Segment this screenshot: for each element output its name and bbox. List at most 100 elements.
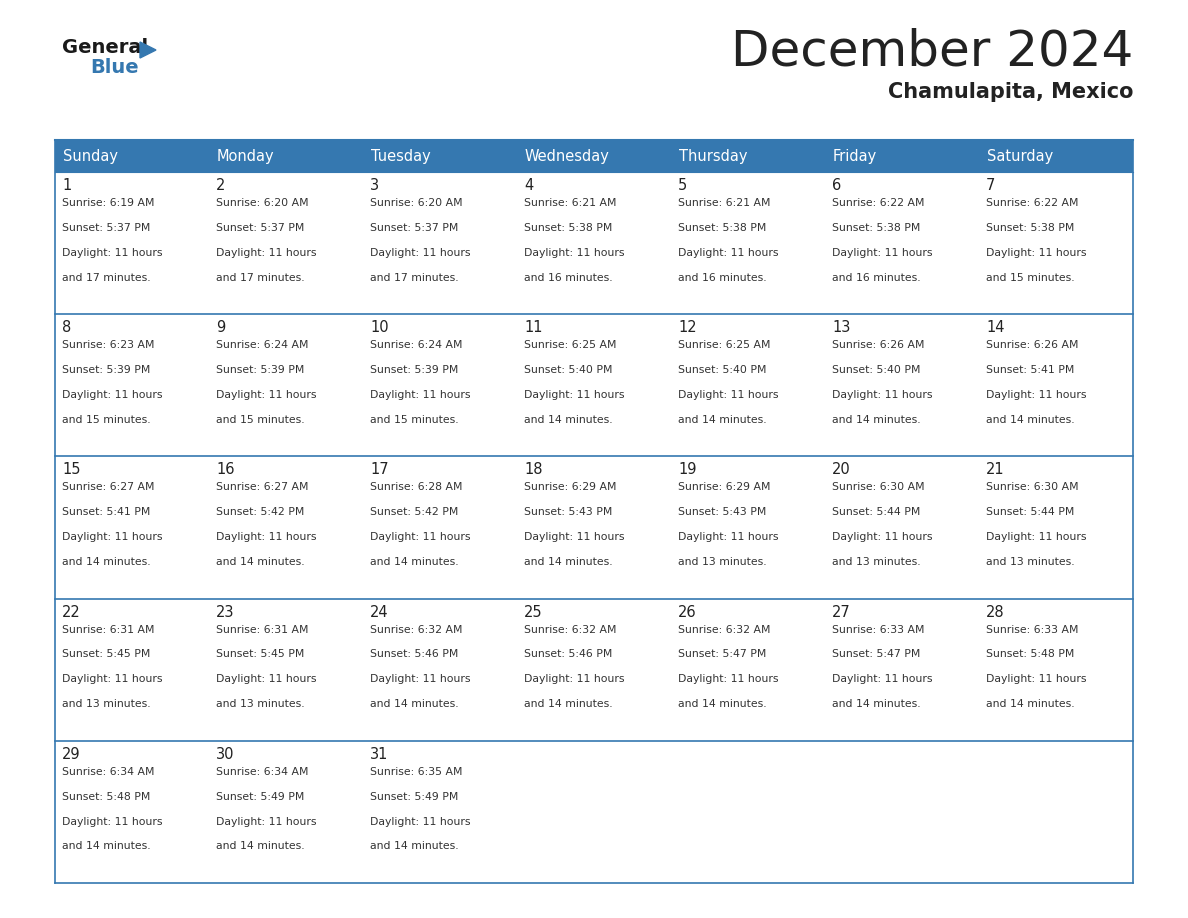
Bar (979, 172, 1133, 314)
Text: and 13 minutes.: and 13 minutes. (986, 557, 1075, 567)
Text: Sunset: 5:48 PM: Sunset: 5:48 PM (986, 649, 1074, 659)
Text: 4: 4 (524, 178, 533, 193)
Text: Daylight: 11 hours: Daylight: 11 hours (832, 390, 933, 400)
Text: and 14 minutes.: and 14 minutes. (678, 700, 766, 710)
Text: and 14 minutes.: and 14 minutes. (524, 557, 613, 567)
Text: Sunrise: 6:22 AM: Sunrise: 6:22 AM (832, 198, 924, 208)
Text: December 2024: December 2024 (731, 28, 1133, 76)
Text: 8: 8 (62, 320, 71, 335)
Bar (364, 172, 517, 314)
Bar (824, 599, 979, 741)
Text: and 17 minutes.: and 17 minutes. (369, 273, 459, 283)
Text: and 17 minutes.: and 17 minutes. (216, 273, 304, 283)
Text: Daylight: 11 hours: Daylight: 11 hours (62, 390, 163, 400)
Bar (979, 314, 1133, 456)
Text: Daylight: 11 hours: Daylight: 11 hours (524, 532, 625, 543)
Text: Sunset: 5:43 PM: Sunset: 5:43 PM (678, 508, 766, 517)
Text: Sunrise: 6:33 AM: Sunrise: 6:33 AM (986, 624, 1079, 634)
Text: Sunrise: 6:32 AM: Sunrise: 6:32 AM (524, 624, 617, 634)
Bar (209, 599, 364, 741)
Bar (364, 599, 517, 741)
Text: and 15 minutes.: and 15 minutes. (369, 415, 459, 425)
Text: Sunrise: 6:24 AM: Sunrise: 6:24 AM (216, 341, 309, 350)
Bar (55, 456, 209, 599)
Text: Sunrise: 6:34 AM: Sunrise: 6:34 AM (62, 767, 154, 777)
Text: and 14 minutes.: and 14 minutes. (524, 700, 613, 710)
Text: 18: 18 (524, 463, 543, 477)
Text: Sunrise: 6:21 AM: Sunrise: 6:21 AM (678, 198, 771, 208)
Text: Sunset: 5:49 PM: Sunset: 5:49 PM (369, 791, 459, 801)
Text: and 16 minutes.: and 16 minutes. (832, 273, 921, 283)
Text: 28: 28 (986, 605, 1005, 620)
Text: 11: 11 (524, 320, 543, 335)
Text: 5: 5 (678, 178, 687, 193)
Bar (979, 599, 1133, 741)
Text: Sunrise: 6:31 AM: Sunrise: 6:31 AM (216, 624, 309, 634)
Text: Sunset: 5:45 PM: Sunset: 5:45 PM (62, 649, 151, 659)
Text: Daylight: 11 hours: Daylight: 11 hours (216, 817, 316, 826)
Text: 15: 15 (62, 463, 81, 477)
Text: 24: 24 (369, 605, 388, 620)
Text: Daylight: 11 hours: Daylight: 11 hours (678, 248, 778, 258)
Text: Daylight: 11 hours: Daylight: 11 hours (216, 532, 316, 543)
Text: Sunrise: 6:34 AM: Sunrise: 6:34 AM (216, 767, 309, 777)
Text: Sunrise: 6:33 AM: Sunrise: 6:33 AM (832, 624, 924, 634)
Bar (671, 741, 824, 883)
Text: Sunrise: 6:31 AM: Sunrise: 6:31 AM (62, 624, 154, 634)
Bar (364, 741, 517, 883)
Text: Sunset: 5:47 PM: Sunset: 5:47 PM (678, 649, 766, 659)
Text: Tuesday: Tuesday (371, 149, 431, 163)
Bar (517, 599, 671, 741)
Text: 29: 29 (62, 747, 81, 762)
Polygon shape (140, 42, 156, 58)
Text: 20: 20 (832, 463, 851, 477)
Text: Sunrise: 6:20 AM: Sunrise: 6:20 AM (216, 198, 309, 208)
Bar (209, 314, 364, 456)
Text: and 16 minutes.: and 16 minutes. (524, 273, 613, 283)
Text: Sunset: 5:47 PM: Sunset: 5:47 PM (832, 649, 921, 659)
Text: Sunset: 5:40 PM: Sunset: 5:40 PM (832, 365, 921, 375)
Bar (517, 741, 671, 883)
Text: Sunset: 5:37 PM: Sunset: 5:37 PM (369, 223, 459, 233)
Bar (209, 456, 364, 599)
Text: 17: 17 (369, 463, 388, 477)
Text: Daylight: 11 hours: Daylight: 11 hours (986, 675, 1087, 685)
Text: and 14 minutes.: and 14 minutes. (216, 557, 304, 567)
Text: 13: 13 (832, 320, 851, 335)
Text: 10: 10 (369, 320, 388, 335)
Text: Daylight: 11 hours: Daylight: 11 hours (986, 248, 1087, 258)
Text: Sunrise: 6:32 AM: Sunrise: 6:32 AM (369, 624, 462, 634)
Text: Sunrise: 6:30 AM: Sunrise: 6:30 AM (832, 482, 924, 492)
Text: Daylight: 11 hours: Daylight: 11 hours (369, 248, 470, 258)
Text: Sunset: 5:38 PM: Sunset: 5:38 PM (524, 223, 612, 233)
Bar (209, 741, 364, 883)
Text: Sunrise: 6:27 AM: Sunrise: 6:27 AM (62, 482, 154, 492)
Text: Sunrise: 6:26 AM: Sunrise: 6:26 AM (832, 341, 924, 350)
Text: Sunrise: 6:28 AM: Sunrise: 6:28 AM (369, 482, 462, 492)
Text: Sunrise: 6:29 AM: Sunrise: 6:29 AM (524, 482, 617, 492)
Text: Sunset: 5:40 PM: Sunset: 5:40 PM (524, 365, 613, 375)
Text: 1: 1 (62, 178, 71, 193)
Text: 9: 9 (216, 320, 226, 335)
Text: Sunset: 5:39 PM: Sunset: 5:39 PM (62, 365, 151, 375)
Text: Daylight: 11 hours: Daylight: 11 hours (216, 675, 316, 685)
Text: Sunday: Sunday (63, 149, 118, 163)
Bar (824, 314, 979, 456)
Bar (671, 314, 824, 456)
Text: 30: 30 (216, 747, 234, 762)
Text: Daylight: 11 hours: Daylight: 11 hours (678, 390, 778, 400)
Bar (55, 741, 209, 883)
Text: and 14 minutes.: and 14 minutes. (216, 842, 304, 852)
Text: Sunset: 5:41 PM: Sunset: 5:41 PM (986, 365, 1074, 375)
Text: Sunset: 5:40 PM: Sunset: 5:40 PM (678, 365, 766, 375)
Bar (517, 314, 671, 456)
Text: and 13 minutes.: and 13 minutes. (832, 557, 921, 567)
Text: Sunrise: 6:20 AM: Sunrise: 6:20 AM (369, 198, 462, 208)
Text: and 13 minutes.: and 13 minutes. (678, 557, 766, 567)
Text: and 14 minutes.: and 14 minutes. (986, 700, 1075, 710)
Text: Chamulapita, Mexico: Chamulapita, Mexico (887, 82, 1133, 102)
Text: Daylight: 11 hours: Daylight: 11 hours (62, 532, 163, 543)
Text: 26: 26 (678, 605, 696, 620)
Text: Daylight: 11 hours: Daylight: 11 hours (62, 248, 163, 258)
Text: 6: 6 (832, 178, 841, 193)
